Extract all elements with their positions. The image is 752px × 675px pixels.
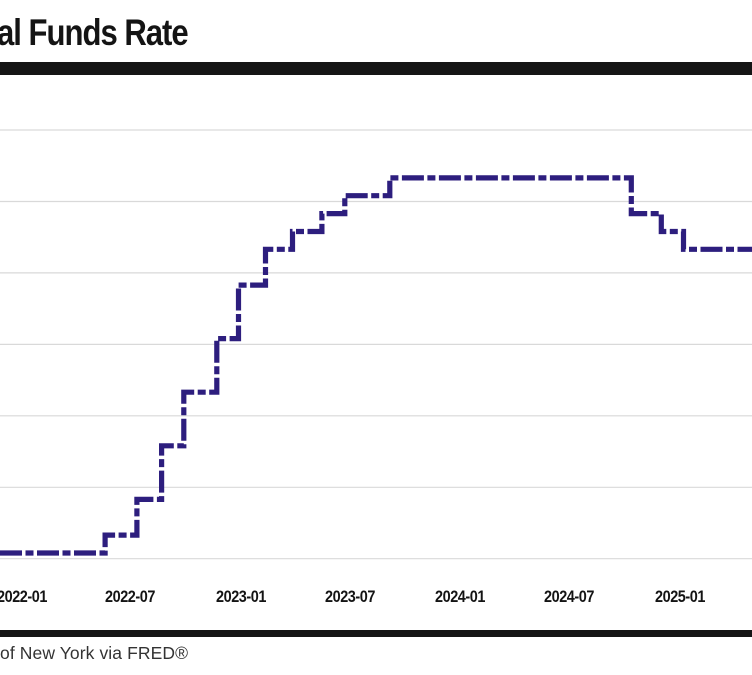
x-tick-label: 2025-01 bbox=[654, 587, 705, 606]
x-tick-label: 2024-07 bbox=[544, 587, 595, 606]
x-tick-label: 2022-01 bbox=[0, 587, 47, 606]
bottom-rule-bar bbox=[0, 630, 752, 637]
page-title: al Funds Rate bbox=[0, 12, 189, 53]
x-tick-label: 2024-01 bbox=[435, 587, 486, 606]
rate-step-line bbox=[0, 175, 752, 556]
source-caption: of New York via FRED® bbox=[0, 643, 189, 663]
x-tick-label: 2023-07 bbox=[324, 587, 375, 606]
top-rule-bar bbox=[0, 62, 752, 75]
x-axis-tick-labels: 2022-01 2022-07 2023-01 2023-07 2024-01 2024-… bbox=[0, 587, 752, 609]
x-tick-label: 2023-01 bbox=[215, 587, 266, 606]
x-tick-label: 2022-07 bbox=[105, 587, 156, 606]
chart-area bbox=[0, 129, 752, 560]
gridline-group bbox=[0, 129, 752, 560]
